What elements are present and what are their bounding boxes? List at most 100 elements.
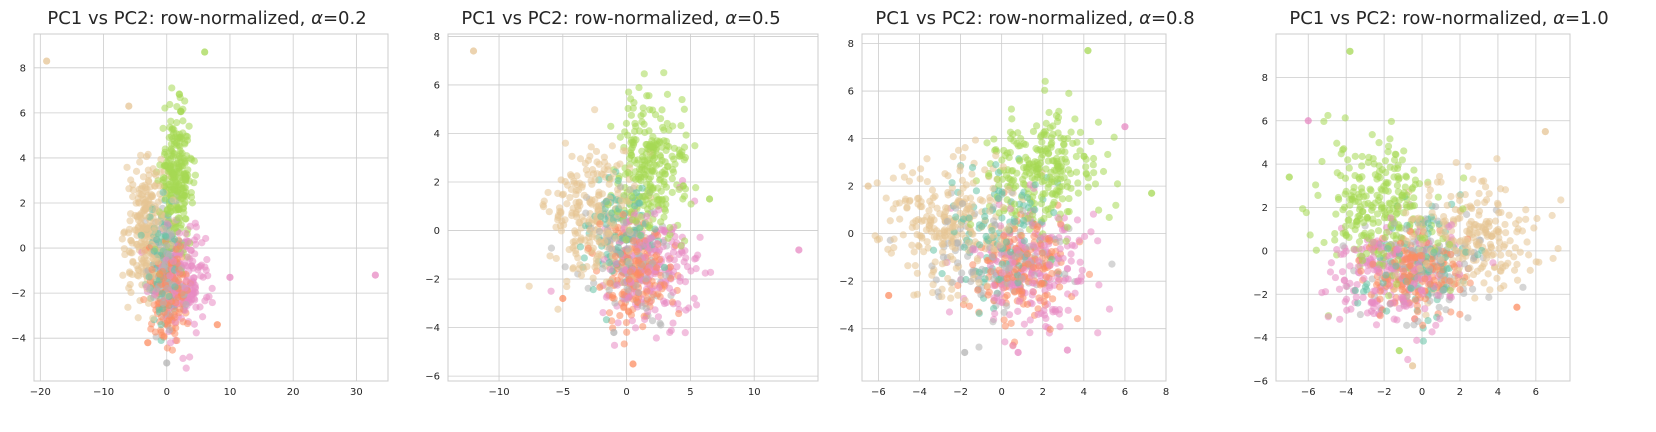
- data-point-green: [1039, 190, 1047, 198]
- data-point-tan: [575, 199, 583, 207]
- data-point-green: [677, 122, 685, 130]
- data-point-tan: [908, 223, 916, 232]
- data-point-green: [1094, 118, 1103, 126]
- data-point-tan: [958, 176, 967, 184]
- data-point-orange: [643, 287, 651, 295]
- y-tick-label: 8: [848, 39, 854, 50]
- data-point-teal: [153, 235, 161, 244]
- data-point-tan: [983, 282, 991, 290]
- data-point-orange: [985, 288, 993, 296]
- data-point-orange: [154, 300, 162, 308]
- data-point-tan: [1456, 196, 1464, 205]
- data-point-pink: [191, 219, 199, 227]
- data-point-tan: [1522, 206, 1530, 214]
- x-tick-label: −6: [871, 387, 886, 398]
- data-point-pink: [190, 274, 198, 282]
- data-point-green: [1415, 180, 1424, 188]
- data-point-green: [660, 126, 668, 134]
- outlier-point: [43, 57, 51, 65]
- data-point-green: [177, 221, 185, 229]
- data-point-green: [998, 156, 1006, 164]
- data-point-gray: [605, 286, 613, 294]
- data-point-pink: [1331, 273, 1340, 282]
- data-point-green: [1022, 153, 1030, 161]
- plot-frame: [33, 33, 389, 382]
- data-point-green: [1392, 280, 1401, 288]
- data-point-pink: [1350, 245, 1358, 254]
- data-point-orange: [667, 274, 675, 282]
- data-point-green: [1332, 210, 1340, 218]
- data-point-pink: [1020, 266, 1029, 274]
- data-point-green: [1099, 167, 1108, 176]
- data-point-orange: [171, 330, 179, 338]
- data-point-green: [967, 220, 975, 229]
- data-point-pink: [198, 239, 206, 247]
- data-point-pink: [1015, 297, 1023, 306]
- data-point-orange: [179, 271, 187, 279]
- data-point-teal: [602, 316, 611, 324]
- data-point-tan: [916, 165, 925, 173]
- data-point-pink: [169, 257, 177, 265]
- data-point-tan: [1442, 232, 1450, 240]
- data-point-tan: [136, 158, 144, 166]
- data-point-orange: [1446, 277, 1454, 285]
- data-point-green: [173, 119, 181, 127]
- data-point-green: [678, 95, 686, 104]
- x-tick-label: 6: [1533, 387, 1539, 398]
- data-point-pink: [1009, 342, 1017, 350]
- data-point-tan: [923, 155, 931, 163]
- data-point-pink: [1340, 250, 1348, 258]
- data-point-tan: [127, 237, 135, 245]
- data-point-tan: [593, 234, 601, 243]
- outlier-point: [144, 339, 152, 347]
- x-tick-label: 8: [1163, 387, 1169, 398]
- data-point-gray: [163, 285, 171, 293]
- data-point-green: [1355, 238, 1364, 246]
- data-point-tan: [926, 197, 934, 205]
- data-point-pink: [1410, 266, 1419, 275]
- data-point-green: [1384, 292, 1393, 300]
- data-point-tan: [989, 184, 997, 193]
- data-point-green: [1074, 189, 1082, 197]
- outlier-point: [885, 291, 893, 300]
- data-point-teal: [1462, 248, 1470, 256]
- data-point-pink: [648, 234, 656, 242]
- data-point-tan: [138, 242, 147, 251]
- data-point-tan: [961, 144, 969, 152]
- data-point-tan: [1554, 244, 1562, 253]
- plot-frame: [447, 33, 819, 382]
- data-point-pink: [1428, 328, 1436, 336]
- data-point-teal: [1010, 218, 1019, 226]
- y-tick-label: 6: [1262, 116, 1268, 127]
- data-point-teal: [651, 225, 659, 233]
- x-tick-label: 10: [748, 387, 761, 398]
- data-point-pink: [682, 306, 690, 314]
- outlier-point: [1084, 47, 1092, 55]
- data-point-green: [174, 155, 182, 163]
- data-point-gray: [561, 263, 569, 271]
- data-point-tan: [1440, 226, 1448, 234]
- data-point-pink: [1056, 245, 1064, 253]
- data-point-gray: [642, 304, 650, 312]
- data-point-green: [1052, 112, 1061, 120]
- x-tick-label: 0: [164, 387, 170, 398]
- data-point-green: [676, 150, 684, 158]
- data-point-tan: [914, 200, 922, 208]
- data-point-green: [168, 84, 176, 92]
- data-point-gray: [1402, 225, 1410, 233]
- data-point-orange: [629, 237, 638, 245]
- data-point-green: [687, 200, 695, 208]
- data-point-gray: [943, 217, 952, 226]
- data-point-gray: [1468, 285, 1477, 293]
- data-point-pink: [1020, 320, 1028, 328]
- data-point-pink: [991, 309, 999, 318]
- data-point-green: [1341, 174, 1350, 182]
- data-point-tan: [1475, 189, 1483, 198]
- data-point-tan: [144, 299, 153, 307]
- data-point-green: [177, 108, 185, 116]
- data-point-orange: [1007, 319, 1015, 327]
- data-point-green: [1314, 191, 1322, 200]
- data-point-orange: [1041, 292, 1049, 300]
- data-point-tan: [147, 190, 155, 199]
- data-point-teal: [1351, 286, 1359, 295]
